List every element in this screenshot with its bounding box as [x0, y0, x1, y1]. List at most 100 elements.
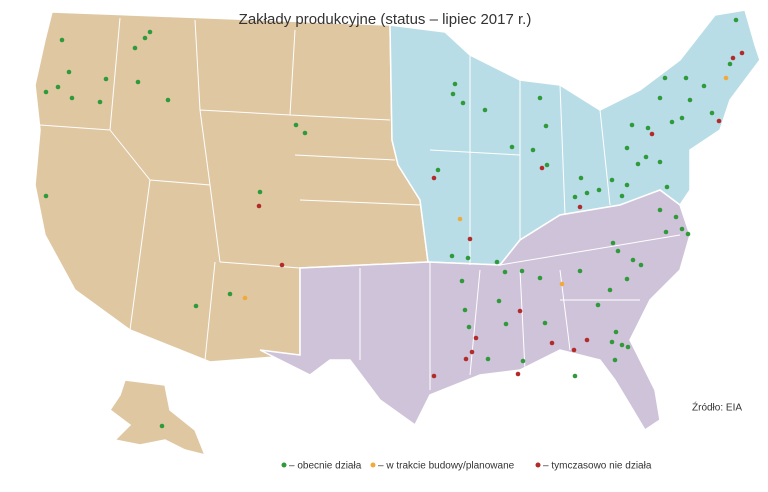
plant-dot — [624, 182, 630, 188]
source: Źródło: EIA — [692, 401, 742, 414]
plant-dot — [435, 167, 441, 173]
plant-dot — [520, 358, 526, 364]
plant-dot — [662, 75, 668, 81]
plant-dot — [542, 320, 548, 326]
plant-dot — [578, 175, 584, 181]
plant-dot — [450, 91, 456, 97]
plant-dot — [615, 248, 621, 254]
plant-dot — [482, 107, 488, 113]
plant-dot — [97, 99, 103, 105]
plant-dot — [544, 162, 550, 168]
plant-dot — [159, 423, 165, 429]
plant-dot — [716, 118, 722, 124]
plant-dot — [619, 342, 625, 348]
plant-dot — [657, 207, 663, 213]
plant-dot — [630, 257, 636, 263]
plant-dot — [142, 35, 148, 41]
plant-dot — [503, 321, 509, 327]
plant-dot — [739, 50, 745, 56]
plant-dot — [572, 373, 578, 379]
plant-dot — [543, 123, 549, 129]
plant-dot — [509, 144, 515, 150]
plant-dot — [485, 356, 491, 362]
plant-dot — [685, 231, 691, 237]
legend-dot — [281, 462, 287, 468]
plant-dot — [460, 100, 466, 106]
plant-dot — [610, 240, 616, 246]
plant-dot — [193, 303, 199, 309]
plant-dot — [452, 81, 458, 87]
plant-dot — [638, 262, 644, 268]
plant-dot — [467, 236, 473, 242]
plant-dot — [242, 295, 248, 301]
state-borders — [39, 17, 681, 390]
plant-dot — [59, 37, 65, 43]
plant-dot — [701, 83, 707, 89]
plant-dot — [645, 125, 651, 131]
legend-dot — [535, 462, 541, 468]
plant-dot — [730, 55, 736, 61]
plant-dot — [55, 84, 61, 90]
plant-dot — [609, 177, 615, 183]
plant-dot — [549, 340, 555, 346]
plant-dot — [577, 204, 583, 210]
plant-dot — [537, 275, 543, 281]
south-region — [259, 189, 691, 432]
plant-dot — [502, 269, 508, 275]
plant-dot — [612, 357, 618, 363]
plant-dot — [629, 122, 635, 128]
plant-dot — [515, 371, 521, 377]
legend-dot — [370, 462, 376, 468]
plant-dot — [584, 190, 590, 196]
plant-dot — [679, 226, 685, 232]
plant-dot — [613, 329, 619, 335]
plant-dot — [733, 17, 739, 23]
plant-dot — [571, 347, 577, 353]
plant-dot — [723, 75, 729, 81]
plant-dot — [66, 69, 72, 75]
plant-dot — [227, 291, 233, 297]
plant-dot — [663, 229, 669, 235]
plant-dot — [494, 259, 500, 265]
plant-dot — [625, 344, 631, 350]
plant-dot — [519, 268, 525, 274]
plant-dot — [673, 214, 679, 220]
legend-label: – w trakcie budowy/planowane — [378, 461, 515, 472]
map-title: Zakłady produkcyjne (status – lipiec 201… — [239, 11, 532, 28]
plant-dot — [293, 122, 299, 128]
plant-dot — [595, 302, 601, 308]
plant-dot — [624, 276, 630, 282]
plant-dot — [256, 203, 262, 209]
plant-dot — [43, 193, 49, 199]
plant-dot — [43, 89, 49, 95]
plant-dot — [609, 339, 615, 345]
plant-dot — [687, 97, 693, 103]
plant-dot — [669, 119, 675, 125]
plant-dot — [449, 253, 455, 259]
plant-dot — [69, 95, 75, 101]
plant-dot — [664, 184, 670, 190]
plant-dot — [530, 147, 536, 153]
plant-dot — [132, 45, 138, 51]
plant-dot — [635, 161, 641, 167]
plant-dot — [537, 95, 543, 101]
plant-dot — [459, 278, 465, 284]
plant-dot — [572, 194, 578, 200]
plant-dot — [539, 165, 545, 171]
plant-dot — [559, 281, 565, 287]
regions — [34, 9, 761, 457]
plant-dot — [431, 175, 437, 181]
plant-dot — [147, 29, 153, 35]
plant-dot — [473, 335, 479, 341]
plant-dot — [619, 193, 625, 199]
plant-dot — [517, 308, 523, 314]
plant-dot — [431, 373, 437, 379]
plant-dot — [607, 287, 613, 293]
plant-dot — [657, 159, 663, 165]
plant-dot — [457, 216, 463, 222]
plant-markers — [43, 17, 745, 429]
plant-dot — [496, 298, 502, 304]
plant-dot — [649, 131, 655, 137]
plant-dot — [279, 262, 285, 268]
